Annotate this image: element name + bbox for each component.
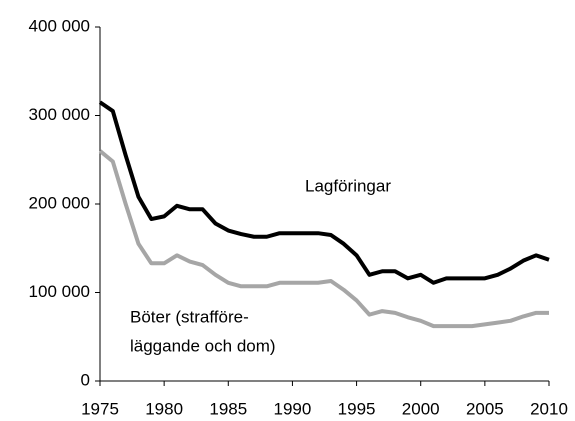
x-tick-label: 1995: [338, 399, 376, 418]
y-tick-label: 300 000: [29, 105, 90, 124]
annotation: läggande och dom): [130, 336, 276, 355]
x-tick-label: 1985: [209, 399, 247, 418]
x-tick-label: 1975: [81, 399, 119, 418]
series-line: [98, 149, 549, 329]
annotation: Lagföringar: [305, 176, 391, 195]
x-tick-label: 2010: [530, 399, 568, 418]
y-tick-label: 0: [81, 370, 90, 389]
y-tick-label: 100 000: [29, 282, 90, 301]
series-line: [98, 100, 550, 285]
x-tick-label: 1980: [145, 399, 183, 418]
x-tick-label: 2005: [466, 399, 504, 418]
y-tick-label: 200 000: [29, 193, 90, 212]
x-tick-label: 2000: [402, 399, 440, 418]
y-tick-label: 400 000: [29, 16, 90, 35]
annotation: Böter (strafföre-: [130, 307, 249, 326]
x-tick-label: 1990: [274, 399, 312, 418]
